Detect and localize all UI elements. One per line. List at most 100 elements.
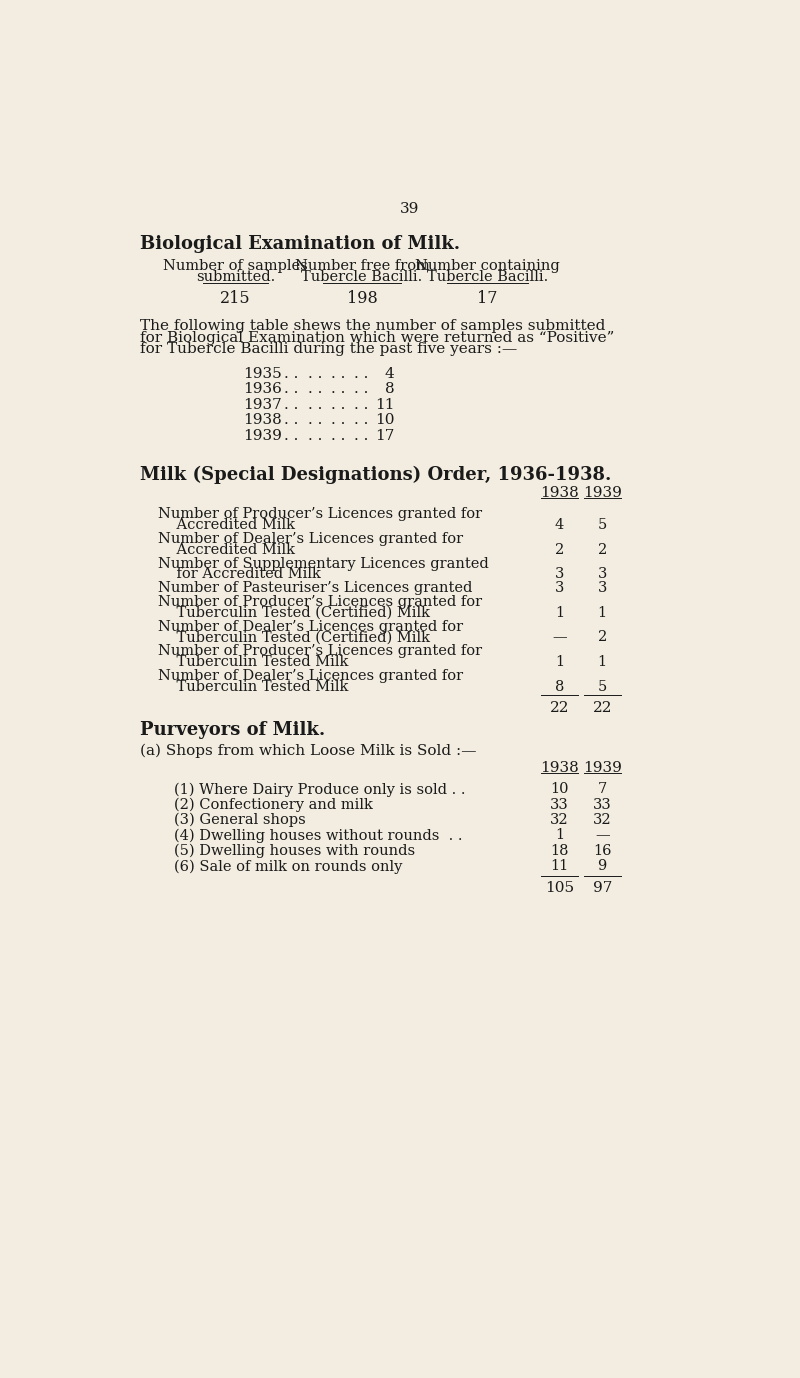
- Text: 1939: 1939: [582, 761, 622, 774]
- Text: (4) Dwelling houses without rounds  . .: (4) Dwelling houses without rounds . .: [174, 828, 462, 843]
- Text: . .: . .: [331, 383, 346, 397]
- Text: 10: 10: [550, 783, 569, 796]
- Text: . .: . .: [285, 383, 299, 397]
- Text: 4: 4: [555, 518, 564, 532]
- Text: Tuberculin Tested (Certified) Milk: Tuberculin Tested (Certified) Milk: [158, 606, 430, 620]
- Text: 1: 1: [598, 606, 606, 620]
- Text: Number of Supplementary Licences granted: Number of Supplementary Licences granted: [158, 557, 489, 570]
- Text: 97: 97: [593, 882, 612, 896]
- Text: . .: . .: [354, 367, 369, 382]
- Text: Number of Producer’s Licences granted for: Number of Producer’s Licences granted fo…: [158, 507, 482, 521]
- Text: 11: 11: [375, 398, 394, 412]
- Text: Number of Producer’s Licences granted for: Number of Producer’s Licences granted fo…: [158, 645, 482, 659]
- Text: for Tubercle Bacilli during the past five years :—: for Tubercle Bacilli during the past fiv…: [140, 343, 518, 357]
- Text: 17: 17: [478, 291, 498, 307]
- Text: 105: 105: [545, 882, 574, 896]
- Text: . .: . .: [354, 429, 369, 442]
- Text: Number of Pasteuriser’s Licences granted: Number of Pasteuriser’s Licences granted: [158, 582, 473, 595]
- Text: Tubercle Bacilli.: Tubercle Bacilli.: [302, 270, 422, 284]
- Text: 32: 32: [550, 813, 569, 827]
- Text: . .: . .: [331, 413, 346, 427]
- Text: 9: 9: [598, 858, 607, 874]
- Text: 1938: 1938: [243, 413, 282, 427]
- Text: . .: . .: [331, 429, 346, 442]
- Text: 1938: 1938: [540, 485, 579, 500]
- Text: Accredited Milk: Accredited Milk: [158, 518, 295, 532]
- Text: 1: 1: [598, 655, 606, 670]
- Text: 1938: 1938: [540, 761, 579, 774]
- Text: 8: 8: [555, 679, 564, 693]
- Text: 1937: 1937: [243, 398, 282, 412]
- Text: . .: . .: [308, 367, 322, 382]
- Text: 22: 22: [550, 700, 570, 715]
- Text: (6) Sale of milk on rounds only: (6) Sale of milk on rounds only: [174, 858, 402, 874]
- Text: . .: . .: [354, 413, 369, 427]
- Text: for Accredited Milk: for Accredited Milk: [158, 568, 321, 582]
- Text: . .: . .: [308, 429, 322, 442]
- Text: . .: . .: [285, 429, 299, 442]
- Text: 8: 8: [385, 383, 394, 397]
- Text: 16: 16: [593, 843, 611, 857]
- Text: Number of samples: Number of samples: [163, 259, 308, 273]
- Text: 1939: 1939: [243, 429, 282, 442]
- Text: Accredited Milk: Accredited Milk: [158, 543, 295, 557]
- Text: Number of Dealer’s Licences granted for: Number of Dealer’s Licences granted for: [158, 668, 463, 683]
- Text: . .: . .: [285, 413, 299, 427]
- Text: 10: 10: [375, 413, 394, 427]
- Text: Purveyors of Milk.: Purveyors of Milk.: [140, 721, 326, 739]
- Text: 1: 1: [555, 606, 564, 620]
- Text: 7: 7: [598, 783, 607, 796]
- Text: 22: 22: [593, 700, 612, 715]
- Text: 1939: 1939: [582, 485, 622, 500]
- Text: 5: 5: [598, 518, 607, 532]
- Text: 3: 3: [555, 568, 564, 582]
- Text: (3) General shops: (3) General shops: [174, 813, 306, 827]
- Text: . .: . .: [354, 383, 369, 397]
- Text: —: —: [595, 828, 610, 842]
- Text: 32: 32: [593, 813, 611, 827]
- Text: 1936: 1936: [243, 383, 282, 397]
- Text: . .: . .: [285, 398, 299, 412]
- Text: 33: 33: [593, 798, 611, 812]
- Text: . .: . .: [354, 398, 369, 412]
- Text: 2: 2: [598, 543, 607, 557]
- Text: 11: 11: [550, 858, 569, 874]
- Text: The following table shews the number of samples submitted: The following table shews the number of …: [140, 320, 606, 333]
- Text: . .: . .: [331, 367, 346, 382]
- Text: . .: . .: [308, 398, 322, 412]
- Text: Tubercle Bacilli.: Tubercle Bacilli.: [427, 270, 548, 284]
- Text: 39: 39: [400, 203, 420, 216]
- Text: Biological Examination of Milk.: Biological Examination of Milk.: [140, 234, 461, 252]
- Text: 3: 3: [598, 582, 607, 595]
- Text: 5: 5: [598, 679, 607, 693]
- Text: (1) Where Dairy Produce only is sold . .: (1) Where Dairy Produce only is sold . .: [174, 783, 465, 796]
- Text: (2) Confectionery and milk: (2) Confectionery and milk: [174, 798, 373, 812]
- Text: 3: 3: [555, 582, 564, 595]
- Text: —: —: [552, 631, 567, 645]
- Text: . .: . .: [308, 383, 322, 397]
- Text: 1935: 1935: [243, 367, 282, 382]
- Text: (a) Shops from which Loose Milk is Sold :—: (a) Shops from which Loose Milk is Sold …: [140, 744, 477, 758]
- Text: 198: 198: [346, 291, 378, 307]
- Text: 2: 2: [598, 631, 607, 645]
- Text: 1: 1: [555, 828, 564, 842]
- Text: Number of Dealer’s Licences granted for: Number of Dealer’s Licences granted for: [158, 532, 463, 546]
- Text: 4: 4: [385, 367, 394, 382]
- Text: . .: . .: [308, 413, 322, 427]
- Text: . .: . .: [331, 398, 346, 412]
- Text: 3: 3: [598, 568, 607, 582]
- Text: submitted.: submitted.: [196, 270, 275, 284]
- Text: Milk (Special Designations) Order, 1936-1938.: Milk (Special Designations) Order, 1936-…: [140, 466, 612, 484]
- Text: 2: 2: [555, 543, 564, 557]
- Text: Number of Producer’s Licences granted for: Number of Producer’s Licences granted fo…: [158, 595, 482, 609]
- Text: 18: 18: [550, 843, 569, 857]
- Text: Number of Dealer’s Licences granted for: Number of Dealer’s Licences granted for: [158, 620, 463, 634]
- Text: . .: . .: [285, 367, 299, 382]
- Text: for Biological Examination which were returned as “Positive”: for Biological Examination which were re…: [140, 331, 614, 344]
- Text: Tuberculin Tested (Certified) Milk: Tuberculin Tested (Certified) Milk: [158, 631, 430, 645]
- Text: (5) Dwelling houses with rounds: (5) Dwelling houses with rounds: [174, 843, 414, 858]
- Text: 215: 215: [220, 291, 251, 307]
- Text: 1: 1: [555, 655, 564, 670]
- Text: 17: 17: [375, 429, 394, 442]
- Text: Tuberculin Tested Milk: Tuberculin Tested Milk: [158, 679, 349, 693]
